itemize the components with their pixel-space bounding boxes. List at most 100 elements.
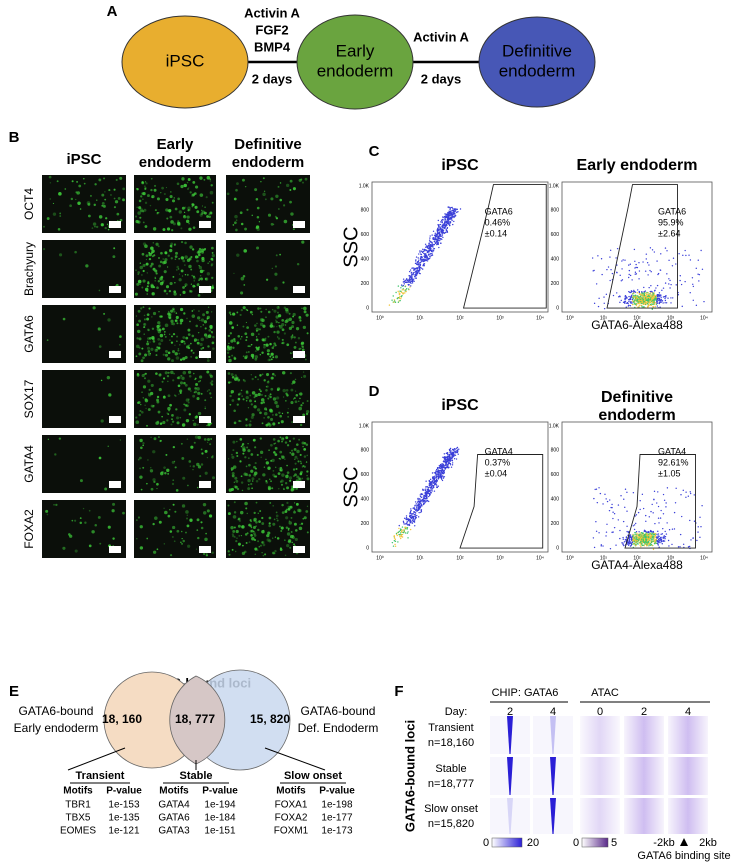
node-label: iPSC bbox=[166, 51, 205, 70]
cell-signal bbox=[248, 407, 249, 408]
event-dot bbox=[628, 277, 629, 278]
cell-signal bbox=[186, 345, 189, 348]
cell-signal bbox=[108, 446, 109, 447]
event-dot bbox=[428, 243, 429, 244]
marker-label: OCT4 bbox=[22, 188, 36, 220]
event-dot bbox=[664, 500, 665, 501]
table-header: P-value bbox=[319, 786, 355, 797]
cell-signal bbox=[254, 512, 256, 514]
table-header: P-value bbox=[202, 786, 238, 797]
cell-signal bbox=[143, 209, 146, 212]
cell-signal bbox=[154, 185, 156, 187]
cell-signal bbox=[305, 359, 307, 361]
event-dot bbox=[436, 487, 437, 488]
event-dot bbox=[452, 462, 453, 463]
cell-signal bbox=[205, 335, 208, 338]
cell-signal bbox=[231, 467, 234, 470]
step-duration: 2 days bbox=[421, 71, 461, 86]
event-dot bbox=[693, 286, 694, 287]
cell-signal bbox=[146, 263, 149, 266]
event-dot bbox=[460, 208, 461, 209]
y-tick-label: 600 bbox=[361, 472, 370, 478]
cell-signal bbox=[204, 212, 207, 215]
panel-label: D bbox=[369, 383, 380, 400]
event-dot bbox=[405, 280, 406, 281]
event-dot bbox=[449, 449, 450, 450]
gate-stat: GATA6 bbox=[658, 206, 686, 216]
event-dot bbox=[637, 289, 638, 290]
event-dot bbox=[435, 483, 436, 484]
column-title: endoderm bbox=[232, 154, 305, 171]
cell-signal bbox=[188, 228, 191, 231]
cell-signal bbox=[265, 309, 267, 311]
event-dot bbox=[447, 452, 448, 453]
cell-signal bbox=[137, 374, 140, 377]
event-dot bbox=[433, 250, 434, 251]
cell-signal bbox=[304, 466, 306, 468]
cell-signal bbox=[165, 371, 168, 374]
cell-signal bbox=[167, 357, 170, 360]
cell-signal bbox=[112, 509, 115, 512]
event-dot bbox=[444, 216, 445, 217]
event-dot bbox=[444, 456, 445, 457]
cell-signal bbox=[107, 318, 110, 321]
cell-signal bbox=[247, 487, 250, 490]
cell-signal bbox=[210, 438, 212, 440]
gate-stat: GATA4 bbox=[485, 446, 513, 456]
event-dot bbox=[625, 489, 626, 490]
event-dot bbox=[622, 537, 623, 538]
cell-signal bbox=[301, 478, 303, 480]
event-dot bbox=[653, 293, 654, 294]
event-dot bbox=[415, 275, 416, 276]
cell-signal bbox=[239, 535, 240, 536]
cell-signal bbox=[254, 324, 257, 327]
event-dot bbox=[450, 211, 451, 212]
cell-signal bbox=[246, 391, 249, 394]
cell-signal bbox=[258, 513, 259, 514]
cell-signal bbox=[244, 456, 246, 458]
cell-signal bbox=[174, 345, 175, 346]
event-dot bbox=[697, 273, 698, 274]
event-dot bbox=[659, 292, 660, 293]
cell-signal bbox=[291, 383, 293, 385]
event-dot bbox=[640, 299, 641, 300]
cell-signal bbox=[234, 374, 237, 377]
cell-signal bbox=[212, 342, 215, 345]
cell-signal bbox=[257, 379, 259, 381]
cell-signal bbox=[150, 246, 154, 250]
cell-signal bbox=[185, 337, 188, 340]
event-dot bbox=[625, 539, 626, 540]
cell-signal bbox=[152, 450, 155, 453]
cell-signal bbox=[197, 392, 200, 395]
event-dot bbox=[646, 258, 647, 259]
cell-signal bbox=[232, 347, 234, 349]
cell-signal bbox=[250, 470, 253, 473]
event-dot bbox=[638, 300, 639, 301]
cell-signal bbox=[175, 258, 176, 259]
cell-signal bbox=[173, 292, 176, 295]
event-dot bbox=[645, 536, 646, 537]
event-dot bbox=[609, 256, 610, 257]
cell-signal bbox=[251, 378, 253, 380]
cell-signal bbox=[301, 241, 304, 244]
event-dot bbox=[660, 510, 661, 511]
cell-signal bbox=[146, 254, 149, 257]
cell-signal bbox=[236, 538, 237, 539]
event-dot bbox=[437, 470, 438, 471]
event-dot bbox=[426, 255, 427, 256]
cell-signal bbox=[290, 389, 293, 392]
cell-signal bbox=[295, 391, 296, 392]
cell-signal bbox=[277, 336, 278, 337]
event-dot bbox=[636, 537, 637, 538]
cell-signal bbox=[235, 480, 238, 483]
cell-signal bbox=[270, 388, 273, 391]
cell-signal bbox=[168, 515, 171, 518]
event-dot bbox=[434, 475, 435, 476]
cell-signal bbox=[137, 207, 138, 208]
cell-signal bbox=[198, 412, 201, 415]
cell-signal bbox=[302, 466, 304, 468]
event-dot bbox=[666, 273, 667, 274]
cell-signal bbox=[145, 202, 147, 204]
cell-signal bbox=[59, 215, 61, 217]
event-dot bbox=[423, 261, 424, 262]
